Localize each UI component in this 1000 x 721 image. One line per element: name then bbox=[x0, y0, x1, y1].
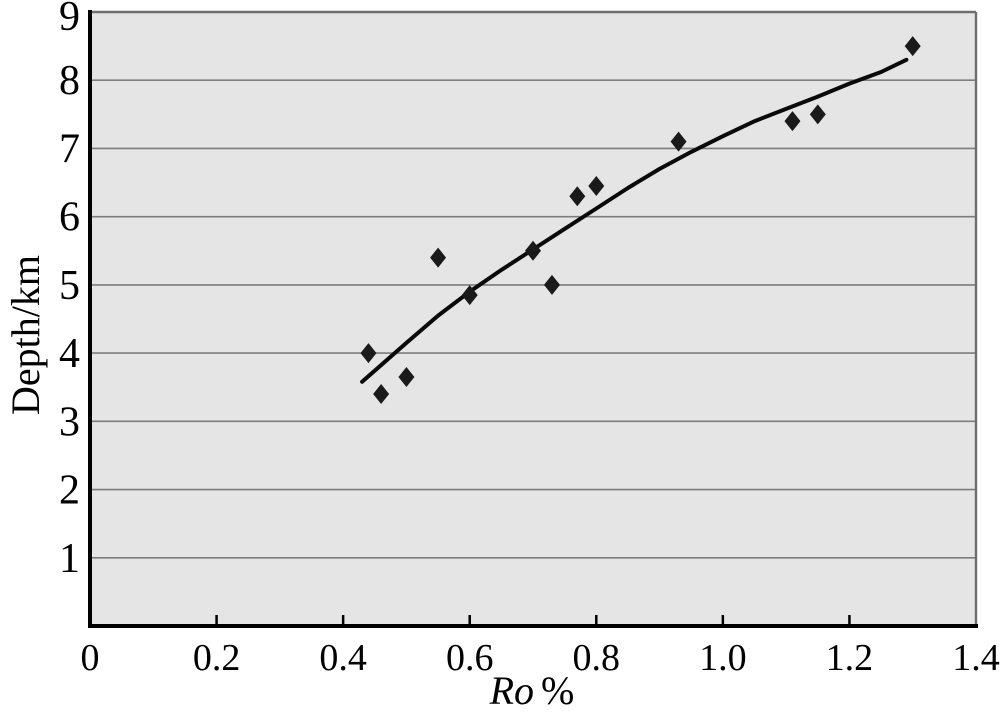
x-axis-label-unit: % bbox=[541, 668, 575, 713]
data-point-marker-6 bbox=[543, 274, 560, 295]
data-point-marker-1 bbox=[373, 384, 390, 405]
data-point-marker-0 bbox=[360, 343, 377, 364]
x-tick-label-0.8: 0.8 bbox=[573, 637, 621, 679]
y-tick-label-5: 5 bbox=[59, 263, 80, 309]
data-point-marker-12 bbox=[904, 36, 921, 57]
data-point-marker-11 bbox=[809, 104, 826, 125]
x-tick-label-0.6: 0.6 bbox=[446, 637, 494, 679]
data-point-marker-2 bbox=[398, 366, 415, 387]
y-tick-label-6: 6 bbox=[59, 195, 80, 241]
data-point-marker-4 bbox=[461, 285, 478, 306]
x-tick-label-1: 1.0 bbox=[699, 637, 747, 679]
data-point-marker-5 bbox=[525, 240, 541, 261]
x-tick-label-1.2: 1.2 bbox=[826, 637, 874, 679]
data-point-marker-9 bbox=[670, 131, 687, 152]
data-point-marker-10 bbox=[784, 111, 801, 132]
data-point-marker-7 bbox=[569, 186, 586, 207]
y-tick-label-8: 8 bbox=[59, 58, 80, 104]
x-tick-label-0.2: 0.2 bbox=[193, 637, 241, 679]
y-tick-label-1: 1 bbox=[59, 536, 80, 582]
y-tick-label-7: 7 bbox=[59, 126, 80, 172]
x-axis-label-symbol: Ro bbox=[489, 668, 535, 713]
y-tick-label-2: 2 bbox=[59, 468, 80, 514]
y-tick-label-3: 3 bbox=[59, 399, 80, 445]
data-point-marker-8 bbox=[588, 175, 605, 196]
x-tick-label-0.4: 0.4 bbox=[319, 637, 367, 679]
data-point-marker-3 bbox=[430, 247, 447, 268]
y-tick-label-9: 9 bbox=[59, 0, 80, 40]
x-tick-label-1.4: 1.4 bbox=[952, 637, 1000, 679]
y-axis-label: Depth/km bbox=[3, 255, 48, 415]
y-tick-label-4: 4 bbox=[59, 331, 80, 377]
x-axis-label: Ro% bbox=[382, 668, 682, 714]
x-tick-label-0: 0 bbox=[81, 637, 100, 679]
plot-area bbox=[90, 12, 976, 626]
